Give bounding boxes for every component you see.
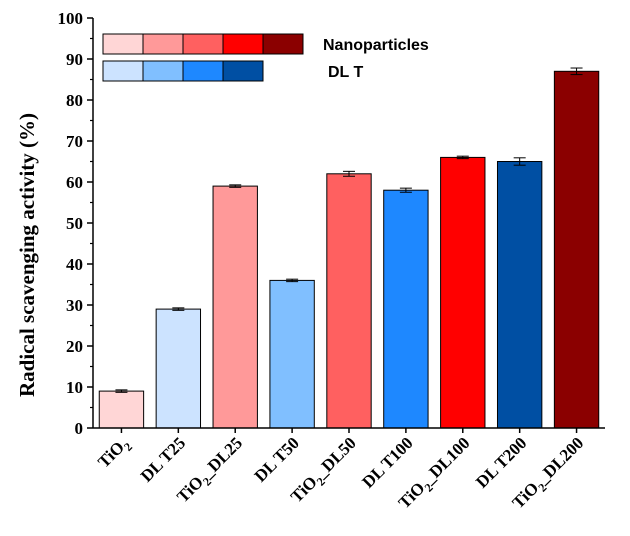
- legend-swatch: [182, 33, 224, 55]
- error-bar: [172, 307, 185, 311]
- y-tick-label: 30: [66, 296, 83, 315]
- error-bar: [286, 278, 299, 283]
- error-bar: [570, 67, 583, 76]
- bar: [383, 189, 429, 429]
- y-tick-label: 90: [66, 50, 83, 69]
- y-tick-label: 50: [66, 214, 83, 233]
- legend-entry: Nanoparticles: [102, 33, 429, 55]
- y-tick-label: 10: [66, 378, 83, 397]
- error-bar: [343, 170, 355, 177]
- bar: [440, 156, 486, 429]
- error-bar: [513, 157, 526, 166]
- bar: [155, 308, 202, 429]
- legend-swatch: [182, 60, 224, 82]
- legend: Nanoparticles DL T: [102, 33, 429, 82]
- x-tick-label: DL T25: [137, 433, 189, 485]
- error-bar: [399, 187, 412, 193]
- x-tick-label: DL T50: [251, 433, 303, 485]
- bar: [98, 390, 145, 429]
- legend-label: DL T: [328, 64, 363, 81]
- x-tick-label: TiO2: [94, 433, 135, 474]
- legend-swatch: [102, 33, 144, 55]
- bar: [269, 279, 315, 429]
- bar: [553, 70, 600, 429]
- error-bar: [229, 184, 242, 188]
- legend-swatch: [222, 33, 264, 55]
- legend-swatch: [262, 33, 304, 55]
- y-tick-label: 70: [66, 132, 83, 151]
- legend-swatch: [142, 33, 184, 55]
- bar: [212, 185, 258, 429]
- y-axis-label: Radical scavenging activity (%): [15, 113, 39, 397]
- bar: [326, 173, 372, 429]
- y-tick-label: 60: [66, 173, 83, 192]
- y-tick-label: 40: [66, 255, 83, 274]
- legend-entry: DL T: [102, 60, 363, 82]
- error-bar: [115, 389, 128, 393]
- error-bar: [456, 155, 469, 160]
- y-tick-label: 0: [75, 419, 84, 438]
- bar: [496, 161, 543, 429]
- y-tick-label: 80: [66, 91, 83, 110]
- legend-swatch: [102, 60, 144, 82]
- x-tick-label: DL T100: [358, 433, 416, 491]
- y-tick-label: 20: [66, 337, 83, 356]
- legend-swatch: [142, 60, 184, 82]
- bars: [98, 67, 600, 429]
- x-tick-label: DL T200: [472, 433, 530, 491]
- y-tick-label: 100: [58, 9, 84, 28]
- legend-swatch: [222, 60, 264, 82]
- legend-label: Nanoparticles: [323, 37, 429, 54]
